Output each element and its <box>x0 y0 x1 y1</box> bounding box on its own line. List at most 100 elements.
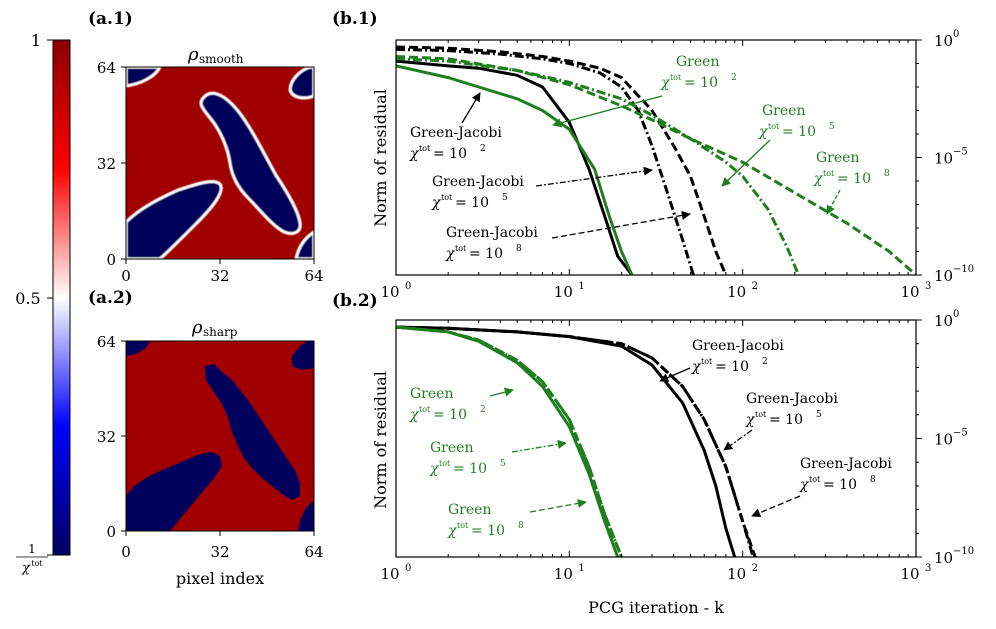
b1-series-2 <box>396 45 728 275</box>
b2-ann-green-1e2-chi: χ <box>409 407 420 423</box>
b2-ytick-label: 10 <box>934 431 953 449</box>
a1-ytick-64: 64 <box>97 59 116 77</box>
panel-b2-label: (b.2) <box>332 291 378 311</box>
maps-xlabel: pixel index <box>176 569 264 588</box>
b2-annotation-gj-1e5: Green-Jacobi χ tot = 10 5 <box>723 391 838 451</box>
b1-ann-gj-1e8-eq: = 10 <box>469 246 503 262</box>
colorbar-top-label: 1 <box>31 31 41 50</box>
b2-ann-gj-1e5-sup: tot <box>755 410 767 419</box>
b1-xtick-exp: 3 <box>925 281 931 292</box>
b1-ann-gj-1e8-exp: 8 <box>516 244 522 254</box>
b1-ann-gj-1e2-chi: χ <box>409 146 420 162</box>
b1-xtick-exp: 0 <box>405 281 411 292</box>
b2-ann-gj-1e5-chi: χ <box>745 412 756 428</box>
b2-ytick-exp: 0 <box>953 309 959 320</box>
b2-ann-gj-1e8-eq: = 10 <box>823 477 857 493</box>
b1-annotation-green-1e8: Green χ tot = 10 8 <box>813 150 890 215</box>
a2-xtick-32: 32 <box>210 543 229 561</box>
b2-ann-gj-1e2-chi: χ <box>691 359 702 375</box>
b1-series-0 <box>396 59 634 275</box>
a2-ytick-0: 0 <box>106 523 116 541</box>
a2-ytick-32: 32 <box>97 428 116 446</box>
a2-xtick-64: 64 <box>304 543 323 561</box>
b1-xtick-label: 10 <box>380 283 399 301</box>
b1-series-group <box>396 45 916 275</box>
b1-ann-gj-1e5-chi: χ <box>431 195 442 211</box>
b1-ann-green-1e8-chi: χ <box>813 171 824 187</box>
b1-ann-green-1e2-eq: = 10 <box>684 75 718 91</box>
colorbar-bottom-num: 1 <box>28 542 36 556</box>
b2-ann-gj-1e5-eq: = 10 <box>769 412 803 428</box>
b2-xtick-exp: 2 <box>752 563 758 574</box>
b1-series-4 <box>396 57 800 275</box>
b2-annotation-green-1e2: Green χ tot = 10 2 <box>409 386 514 423</box>
panel-a1-title-sub: smooth <box>199 52 244 66</box>
panel-a1-label: (a.1) <box>88 9 133 29</box>
panel-b2: (b.2) Norm of residual 10 0 10 1 10 2 10 310 010… <box>332 291 974 617</box>
a2-ytick-64: 64 <box>97 333 116 351</box>
b1-ann-gj-1e2-eq: = 10 <box>433 146 467 162</box>
a2-xtick-0: 0 <box>121 543 131 561</box>
b2-ann-gj-1e8-chi: χ <box>799 477 810 493</box>
b2-ann-green-1e8-sup: tot <box>457 521 469 530</box>
b2-ann-green-1e8-chi: χ <box>447 523 458 539</box>
b2-ytick-exp: −5 <box>953 428 968 439</box>
b1-ytick-label: 10 <box>934 267 953 285</box>
b1-ytick-label: 10 <box>934 32 953 50</box>
b2-ann-gj-1e8-sup: tot <box>809 475 821 484</box>
b2-ann-green-1e2-name: Green <box>410 386 453 402</box>
b2-ann-gj-1e5-exp: 5 <box>816 410 822 420</box>
b1-ann-gj-1e8-name: Green-Jacobi <box>446 225 538 241</box>
b2-annotation-green-1e5: Green χ tot = 10 5 <box>429 439 567 477</box>
colorbar-bottom-den-sup: tot <box>31 559 43 568</box>
b1-ann-green-1e5-exp: 5 <box>829 122 835 132</box>
b1-xtick-exp: 1 <box>578 281 584 292</box>
b2-ann-green-1e5-name: Green <box>430 440 473 456</box>
b2-ann-green-1e8-eq: = 10 <box>471 523 505 539</box>
b1-ann-green-1e2-name: Green <box>676 54 719 70</box>
b2-xtick-exp: 1 <box>578 563 584 574</box>
b2-ytick-label: 10 <box>934 312 953 330</box>
b1-ytick-exp: −10 <box>953 264 974 275</box>
b2-ann-gj-1e2-sup: tot <box>701 357 713 366</box>
b2-xtick-label: 10 <box>380 565 399 583</box>
b1-ann-green-1e5-sup: tot <box>768 122 780 131</box>
b2-xtick-label: 10 <box>727 565 746 583</box>
b1-ann-gj-1e2-name: Green-Jacobi <box>410 125 502 141</box>
b2-ann-gj-1e5-name: Green-Jacobi <box>746 391 838 407</box>
a1-xtick-64: 64 <box>304 267 323 285</box>
b2-ann-green-1e5-sup: tot <box>439 459 451 468</box>
b1-ann-green-1e8-name: Green <box>816 150 859 166</box>
panel-a2-label: (a.2) <box>88 288 133 308</box>
b1-ann-green-1e2-exp: 2 <box>731 73 737 83</box>
b1-series-3 <box>396 64 634 275</box>
b1-ann-green-1e2-sup: tot <box>670 73 682 82</box>
b2-annotation-gj-1e8: Green-Jacobi χ tot = 10 8 <box>751 456 892 518</box>
panel-a1-title: ρ <box>187 44 199 65</box>
panel-a2: (a.2) ρ sharp 64 32 0 0 32 64 pixel inde… <box>88 288 324 588</box>
panel-b1-label: (b.1) <box>332 9 378 29</box>
b2-annotation-gj-1e2: Green-Jacobi χ tot = 10 2 <box>659 338 784 382</box>
b2-xtick-exp: 0 <box>405 563 411 574</box>
b2-ann-gj-1e8-exp: 8 <box>870 475 876 485</box>
b2-series-5 <box>396 325 623 557</box>
b1-ann-gj-1e2-exp: 2 <box>480 144 486 154</box>
b1-xtick-label: 10 <box>554 283 573 301</box>
b2-ann-gj-1e8-name: Green-Jacobi <box>800 456 892 472</box>
b1-series-5 <box>396 55 916 275</box>
b2-ann-green-1e2-sup: tot <box>419 405 431 414</box>
b1-xtick-label: 10 <box>900 283 919 301</box>
b2-annotation-green-1e8: Green χ tot = 10 8 <box>447 498 587 539</box>
colorbar-gradient <box>52 39 71 556</box>
b1-ann-gj-1e5-name: Green-Jacobi <box>432 174 524 190</box>
b2-ann-green-1e5-chi: χ <box>429 461 440 477</box>
b2-ytick-label: 10 <box>934 549 953 567</box>
b1-annotation-green-1e2: Green χ tot = 10 2 <box>552 54 737 128</box>
b1-annotation-gj-1e2: Green-Jacobi χ tot = 10 2 <box>409 92 502 162</box>
panel-a2-title-sub: sharp <box>203 325 238 339</box>
b2-ann-green-1e2-eq: = 10 <box>433 407 467 423</box>
b1-ann-gj-1e5-sup: tot <box>441 193 453 202</box>
b1-ann-green-1e5-chi: χ <box>758 124 769 140</box>
density-map-smooth <box>126 67 314 259</box>
